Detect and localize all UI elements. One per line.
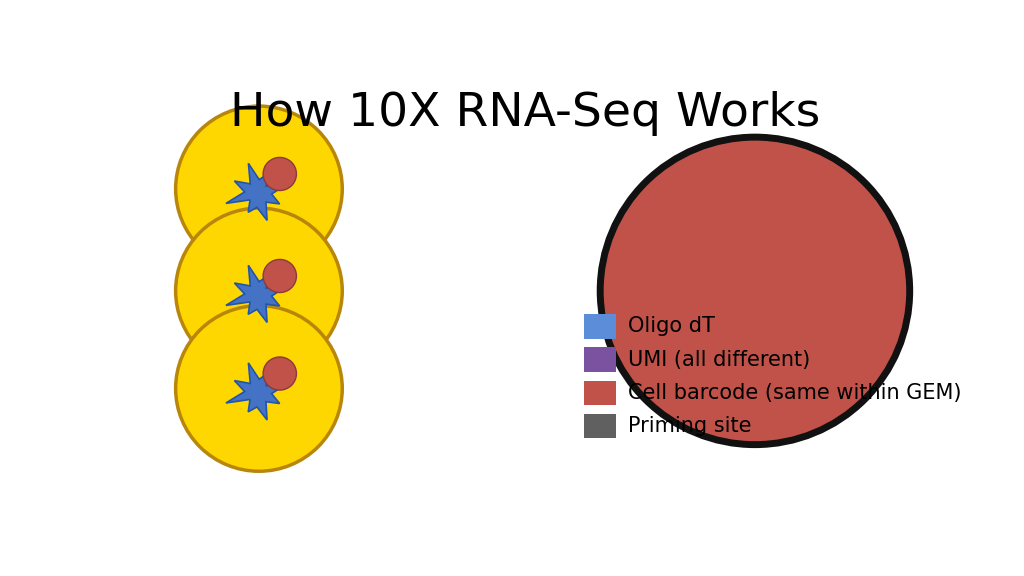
Ellipse shape (176, 306, 342, 471)
Text: UMI (all different): UMI (all different) (628, 350, 810, 370)
Ellipse shape (600, 137, 909, 445)
Ellipse shape (263, 157, 296, 191)
FancyBboxPatch shape (585, 381, 616, 405)
Ellipse shape (263, 259, 296, 293)
FancyBboxPatch shape (585, 314, 616, 339)
Polygon shape (226, 266, 288, 323)
FancyBboxPatch shape (585, 347, 616, 372)
FancyBboxPatch shape (585, 414, 616, 438)
Ellipse shape (176, 208, 342, 374)
Text: How 10X RNA-Seq Works: How 10X RNA-Seq Works (229, 92, 820, 137)
Text: Priming site: Priming site (628, 416, 752, 436)
Text: Cell barcode (same within GEM): Cell barcode (same within GEM) (628, 383, 962, 403)
Polygon shape (226, 363, 288, 420)
Ellipse shape (263, 357, 296, 390)
Ellipse shape (176, 106, 342, 272)
Text: Oligo dT: Oligo dT (628, 316, 715, 336)
Polygon shape (226, 164, 288, 221)
